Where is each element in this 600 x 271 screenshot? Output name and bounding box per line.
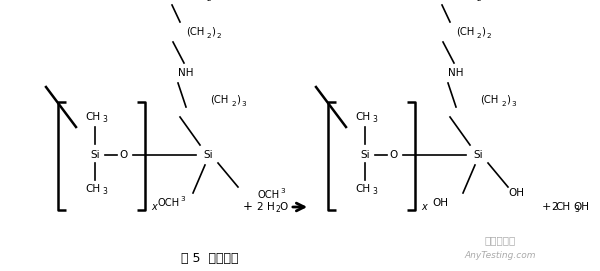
Text: 3: 3 [373, 115, 377, 124]
Text: (CH: (CH [456, 27, 474, 37]
Text: (CH: (CH [210, 95, 228, 105]
Text: H: H [267, 202, 275, 212]
Text: 嘉峪检测网: 嘉峪检测网 [484, 235, 515, 245]
Text: 3: 3 [373, 188, 377, 196]
Text: 3: 3 [575, 205, 580, 215]
Text: x: x [151, 202, 157, 212]
Text: 2: 2 [476, 33, 481, 39]
Text: Si: Si [203, 150, 213, 160]
Text: O: O [390, 150, 398, 160]
Text: 2: 2 [206, 0, 211, 2]
Text: 3: 3 [280, 188, 284, 194]
Text: 3: 3 [241, 101, 245, 107]
Text: 3: 3 [511, 101, 515, 107]
Text: NH: NH [178, 68, 194, 78]
Text: 2: 2 [206, 33, 211, 39]
Text: 2: 2 [476, 0, 481, 2]
Text: NH: NH [448, 68, 464, 78]
Text: Si: Si [90, 150, 100, 160]
Text: 图 5  缩合反应: 图 5 缩合反应 [181, 251, 239, 264]
Text: CH: CH [355, 112, 371, 122]
Text: OH: OH [508, 188, 524, 198]
Text: x: x [421, 202, 427, 212]
Text: (CH: (CH [186, 27, 204, 37]
Text: 2: 2 [231, 101, 236, 107]
Text: AnyTesting.com: AnyTesting.com [464, 250, 536, 260]
Text: Si: Si [360, 150, 370, 160]
Text: 2: 2 [551, 202, 559, 212]
Text: CH: CH [355, 184, 371, 194]
Text: +: + [243, 201, 253, 214]
Text: 2: 2 [486, 33, 491, 39]
Text: OCH: OCH [258, 190, 280, 200]
Text: ): ) [236, 95, 240, 105]
Text: +: + [541, 202, 551, 212]
Text: 2: 2 [501, 101, 506, 107]
Text: O: O [120, 150, 128, 160]
Text: ): ) [211, 27, 215, 37]
Text: 2: 2 [257, 202, 263, 212]
Text: 2: 2 [216, 33, 221, 39]
Text: 3: 3 [103, 188, 107, 196]
Text: (CH: (CH [480, 95, 498, 105]
Text: 3: 3 [103, 115, 107, 124]
Text: ): ) [506, 95, 510, 105]
Text: Si: Si [473, 150, 483, 160]
Text: CH: CH [85, 184, 101, 194]
Text: ): ) [481, 27, 485, 37]
Text: 3: 3 [180, 196, 185, 202]
Text: CH: CH [85, 112, 101, 122]
Text: O: O [280, 202, 288, 212]
Text: OH: OH [573, 202, 589, 212]
Text: OH: OH [432, 198, 448, 208]
Text: OCH: OCH [158, 198, 180, 208]
Text: CH: CH [556, 202, 571, 212]
Text: 2: 2 [275, 205, 280, 215]
